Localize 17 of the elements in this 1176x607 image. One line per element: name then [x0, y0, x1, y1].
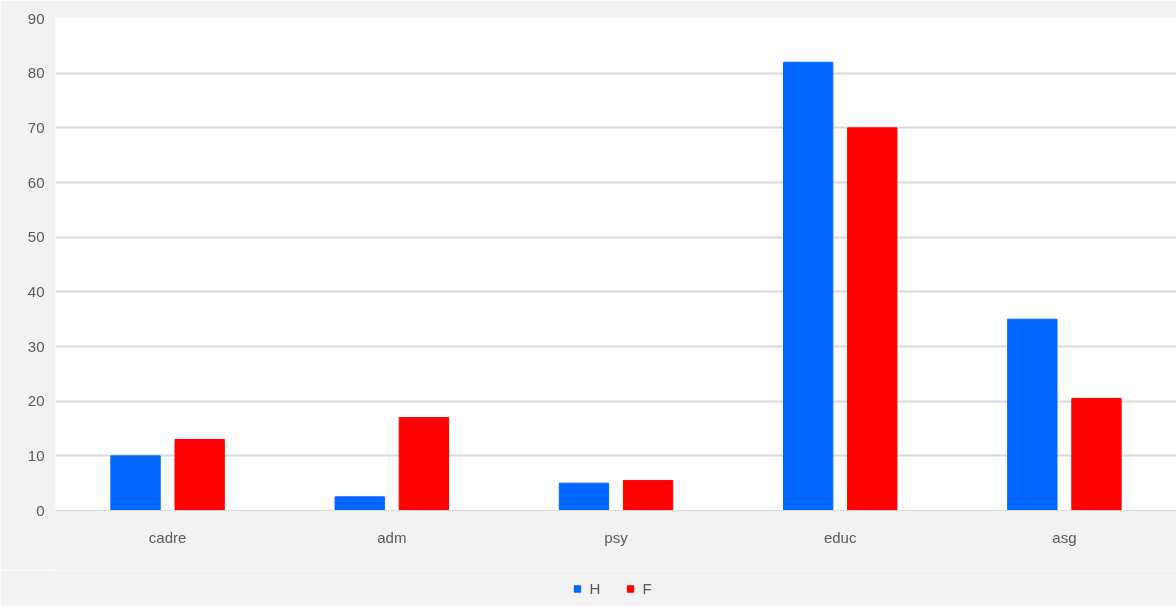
x-tick-label: adm [377, 528, 407, 546]
y-tick-label: 40 [27, 282, 45, 300]
y-tick-label: 50 [27, 228, 45, 246]
y-tick-label: 20 [27, 392, 45, 410]
y-tick-label: 10 [27, 446, 45, 464]
x-tick-label: educ [823, 528, 857, 546]
y-tick-label: 80 [27, 64, 45, 82]
legend-label: F [642, 579, 653, 597]
x-tick-label: psy [604, 528, 629, 546]
legend-label: H [589, 579, 602, 597]
y-tick-label: 60 [27, 173, 45, 191]
x-tick-label: asg [1052, 528, 1077, 546]
y-tick-label: 30 [27, 337, 45, 355]
y-tick-label: 0 [36, 501, 45, 519]
x-tick-label: cadre [148, 528, 187, 546]
y-tick-label: 70 [27, 118, 45, 136]
y-tick-label: 90 [27, 9, 45, 27]
